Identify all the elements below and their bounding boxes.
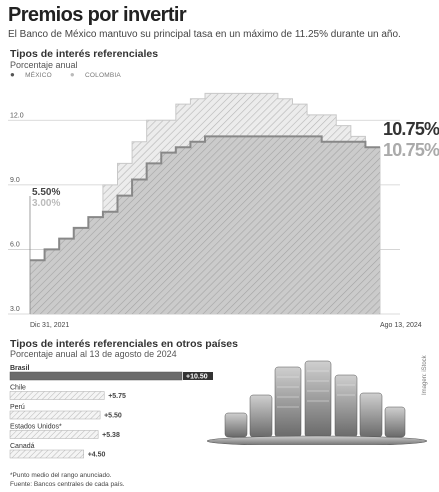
area-mexico	[30, 136, 380, 314]
bar	[9, 410, 101, 420]
footnote-source: Fuente: Bancos centrales de cada país.	[10, 481, 125, 488]
start-label-colombia: 3.00%	[32, 198, 60, 209]
start-label-mexico: 5.50%	[32, 187, 60, 198]
chart1-subtitle: Porcentaje anual	[10, 60, 78, 70]
legend-colombia-label: COLOMBIA	[84, 72, 121, 79]
coins-photo	[205, 355, 430, 445]
bar-category-label: Brasil	[10, 365, 30, 372]
page-title: Premios por invertir	[8, 4, 187, 26]
end-label-mexico: 10.75%	[383, 119, 439, 139]
legend-mexico-label: MÉXICO	[25, 72, 52, 79]
bar-category-label: Estados Unidos*	[10, 424, 62, 431]
x-start-label: Dic 31, 2021	[30, 322, 69, 329]
rates-area-chart: 3.06.09.012.0 5.50% 3.00% 10.75% 10.75% …	[8, 92, 439, 329]
bar-value-label: +4.50	[88, 452, 106, 459]
area-mexico-shade	[30, 136, 380, 314]
line-mexico	[30, 135, 380, 262]
y-tick-label: 3.0	[10, 306, 20, 313]
end-label-colombia: 10.75%	[383, 140, 439, 160]
page-subtitle: El Banco de México mantuvo su principal …	[8, 29, 401, 40]
footnote-midpoint: *Punto medio del rango anunciado.	[10, 472, 112, 479]
photo-credit: Imagen: iStock	[422, 355, 428, 395]
bar-category-label: Perú	[10, 404, 25, 411]
bar-value-label: +5.50	[104, 413, 122, 420]
x-end-label: Ago 13, 2024	[380, 322, 422, 329]
bar-value-label: +5.75	[108, 393, 126, 400]
bar-value-label: +5.38	[102, 432, 120, 439]
chart2-title: Tipos de interés referenciales en otros …	[10, 338, 238, 350]
y-tick-label: 9.0	[10, 177, 20, 184]
y-tick-label: 6.0	[10, 241, 20, 248]
chart2-subtitle: Porcentaje anual al 13 de agosto de 2024	[10, 349, 177, 359]
chart1-legend: ● MÉXICO ● COLOMBIA	[10, 70, 137, 79]
bar-category-label: Chile	[10, 385, 26, 392]
bar	[9, 430, 99, 439]
bar-category-label: Canadá	[10, 443, 35, 450]
legend-colombia: ● COLOMBIA	[69, 70, 121, 79]
bar	[9, 449, 84, 459]
y-tick-label: 12.0	[10, 112, 24, 119]
bar	[9, 371, 183, 381]
bar	[9, 391, 105, 400]
chart1-title: Tipos de interés referenciales	[10, 48, 159, 60]
legend-mexico: ● MÉXICO	[10, 70, 52, 79]
